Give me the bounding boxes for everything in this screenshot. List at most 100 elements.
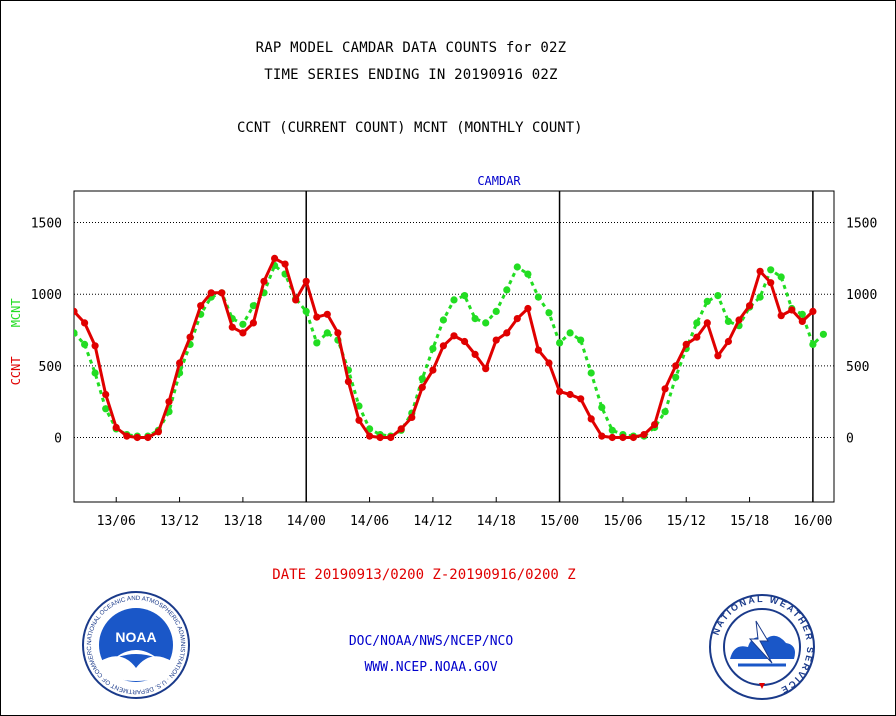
data-point-mcnt [809, 340, 817, 348]
data-point-ccnt [788, 306, 796, 314]
data-point-ccnt [102, 390, 110, 399]
data-point-ccnt [123, 432, 131, 440]
ylabel-ccnt: CCNT [9, 356, 23, 385]
data-point-mcnt [798, 310, 806, 318]
series-line-mcnt [74, 264, 825, 438]
data-point-mcnt [102, 405, 110, 413]
data-point-ccnt [281, 260, 289, 268]
data-point-mcnt [534, 293, 543, 301]
data-point-ccnt [724, 337, 733, 346]
data-point-ccnt [197, 302, 205, 310]
data-point-ccnt [366, 432, 374, 440]
y-tick-label-left: 0 [54, 432, 62, 447]
data-point-ccnt [81, 319, 89, 327]
y-tick-label-right: 1500 [846, 217, 877, 232]
data-point-ccnt [302, 277, 310, 285]
data-point-ccnt [651, 421, 659, 429]
x-tick-label: 16/00 [793, 514, 832, 529]
data-point-ccnt [176, 359, 184, 367]
chart-title-line-2: TIME SERIES ENDING IN 20190916 02Z [264, 67, 558, 83]
data-point-ccnt [154, 428, 162, 436]
x-tick-label: 15/00 [540, 514, 579, 529]
y-tick-label-right: 0 [846, 432, 854, 447]
data-point-ccnt [629, 433, 638, 442]
time-series-chart: 0 0 500 500 1000 1000 1500 1500 13/06 13/12 13/18 1… [9, 174, 877, 529]
data-point-ccnt [387, 433, 395, 442]
data-point-mcnt [81, 340, 89, 348]
data-point-ccnt [587, 415, 595, 423]
x-tick-label: 13/12 [160, 514, 199, 529]
chart-title-line-1: RAP MODEL CAMDAR DATA COUNTS for 02Z [255, 40, 567, 56]
data-point-ccnt [672, 362, 680, 370]
x-tick-label: 13/18 [223, 514, 262, 529]
data-point-mcnt [693, 319, 701, 327]
x-tick-label: 14/12 [413, 514, 452, 529]
plot-area-border [73, 190, 835, 503]
data-point-ccnt [334, 329, 342, 337]
data-point-ccnt [682, 340, 690, 348]
data-point-ccnt [355, 416, 363, 424]
data-point-mcnt [703, 297, 711, 305]
data-point-mcnt [777, 273, 785, 281]
data-point-ccnt [513, 315, 521, 323]
y-tick-label-right: 1000 [846, 288, 877, 303]
data-point-ccnt [714, 352, 722, 360]
plot-label: CAMDAR [477, 174, 521, 188]
data-point-mcnt [598, 403, 606, 411]
data-point-ccnt [619, 433, 627, 442]
x-tick-label: 13/06 [97, 514, 136, 529]
data-point-ccnt [556, 388, 564, 396]
data-point-mcnt [767, 266, 775, 274]
ylabel-mcnt: MCNT [9, 298, 23, 327]
y-tick-label-right: 500 [846, 360, 869, 375]
x-tick-label: 14/06 [350, 514, 389, 529]
data-point-ccnt [292, 296, 300, 304]
data-point-ccnt [640, 431, 648, 439]
date-range-label: DATE 20190913/0200 Z-20190916/0200 Z [272, 567, 576, 583]
data-point-ccnt [735, 316, 743, 324]
data-point-mcnt [608, 426, 616, 434]
data-point-mcnt [724, 317, 733, 325]
data-point-ccnt [492, 336, 500, 344]
data-point-ccnt [809, 307, 817, 315]
data-point-ccnt [271, 254, 279, 262]
data-point-ccnt [798, 317, 806, 325]
data-point-ccnt [461, 337, 469, 346]
data-point-ccnt [260, 277, 268, 285]
data-point-ccnt [207, 289, 215, 297]
data-point-ccnt [144, 433, 152, 442]
nws-logo: NATIONAL WEATHER SERVICE [708, 593, 816, 705]
data-point-ccnt [767, 279, 775, 287]
data-point-ccnt [133, 433, 141, 442]
noaa-logo: NOAA NATIONAL OCEANIC AND ATMOSPHERIC AD… [79, 585, 191, 704]
data-point-mcnt [429, 345, 437, 353]
x-tick-label: 14/00 [287, 514, 326, 529]
data-point-mcnt [587, 369, 595, 377]
data-point-mcnt [756, 293, 764, 301]
y-tick-label-left: 500 [39, 360, 62, 375]
data-point-mcnt [482, 319, 490, 327]
data-point-ccnt [661, 385, 669, 393]
svg-text:NOAA: NOAA [115, 629, 156, 645]
data-point-mcnt [323, 329, 331, 337]
data-point-ccnt [471, 350, 479, 358]
y-tick-label-left: 1500 [31, 217, 62, 232]
data-point-ccnt [112, 423, 120, 432]
x-tick-label: 15/06 [603, 514, 642, 529]
data-point-ccnt [165, 398, 173, 406]
x-tick-label: 15/12 [667, 514, 706, 529]
data-point-mcnt [91, 369, 99, 377]
data-point-mcnt [661, 408, 669, 416]
data-point-ccnt [91, 342, 99, 350]
data-point-ccnt [524, 304, 532, 313]
data-point-mcnt [503, 286, 511, 294]
data-point-ccnt [746, 302, 754, 310]
data-point-mcnt [418, 375, 426, 383]
data-point-ccnt [693, 333, 701, 341]
data-point-ccnt [397, 425, 405, 433]
data-point-ccnt [545, 359, 553, 367]
data-point-ccnt [376, 433, 384, 442]
data-point-ccnt [598, 432, 606, 440]
data-point-ccnt [756, 267, 764, 275]
